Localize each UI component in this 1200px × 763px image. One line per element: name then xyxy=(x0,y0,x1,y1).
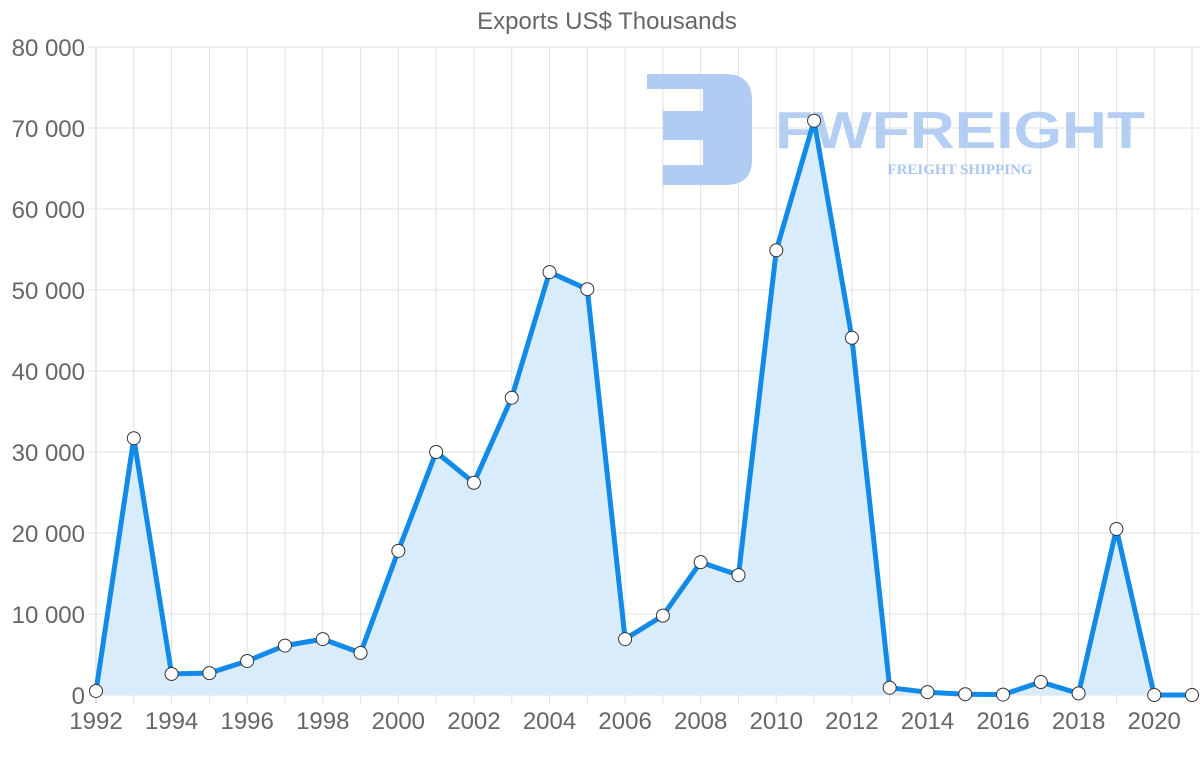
x-tick-label: 1992 xyxy=(69,708,122,735)
data-point[interactable] xyxy=(164,666,179,681)
series-exports xyxy=(89,113,1199,702)
data-point[interactable] xyxy=(618,632,633,647)
data-point[interactable] xyxy=(580,282,595,297)
area-fill xyxy=(96,120,1192,695)
data-point[interactable] xyxy=(466,475,481,490)
x-tick-label: 2008 xyxy=(674,708,727,735)
data-point[interactable] xyxy=(1109,521,1124,536)
data-point[interactable] xyxy=(542,265,557,280)
data-point[interactable] xyxy=(277,638,292,653)
data-point[interactable] xyxy=(958,687,973,702)
x-tick-label: 1998 xyxy=(296,708,349,735)
y-tick-label: 0 xyxy=(72,683,85,710)
logo-mark-icon xyxy=(647,74,752,185)
data-point[interactable] xyxy=(504,390,519,405)
y-tick-label: 50 000 xyxy=(12,278,85,305)
x-tick-label: 2014 xyxy=(901,708,954,735)
watermark-tagline: FREIGHT SHIPPING xyxy=(887,162,1032,178)
data-point[interactable] xyxy=(769,243,784,258)
x-tick-label: 2010 xyxy=(750,708,803,735)
data-line xyxy=(93,118,1192,698)
x-tick-label: 2000 xyxy=(372,708,425,735)
x-tick-label: 1996 xyxy=(220,708,273,735)
data-point[interactable] xyxy=(844,330,859,345)
x-tick-label: 2020 xyxy=(1128,708,1181,735)
data-point[interactable] xyxy=(807,113,822,128)
data-point[interactable] xyxy=(996,687,1011,702)
x-tick-label: 2016 xyxy=(976,708,1029,735)
y-tick-label: 70 000 xyxy=(12,116,85,143)
data-point[interactable] xyxy=(353,645,368,660)
data-point[interactable] xyxy=(429,445,444,459)
data-point[interactable] xyxy=(1033,675,1048,690)
x-tick-label: 1994 xyxy=(145,708,198,735)
data-point[interactable] xyxy=(882,680,897,695)
data-point[interactable] xyxy=(1185,688,1199,702)
data-point[interactable] xyxy=(920,685,935,700)
watermark-brand: FWFREIGHT xyxy=(775,102,1145,160)
y-tick-label: 80 000 xyxy=(12,35,85,62)
x-tick-label: 2002 xyxy=(447,708,500,735)
data-point[interactable] xyxy=(655,608,670,623)
x-tick-label: 2018 xyxy=(1052,708,1105,735)
x-tick-label: 2004 xyxy=(523,708,576,735)
y-tick-label: 30 000 xyxy=(12,440,85,467)
x-tick-label: 2006 xyxy=(598,708,651,735)
data-point[interactable] xyxy=(240,653,255,668)
data-point[interactable] xyxy=(89,683,103,698)
data-point[interactable] xyxy=(391,543,406,558)
data-point[interactable] xyxy=(1147,688,1162,702)
y-tick-label: 40 000 xyxy=(12,359,85,386)
y-tick-label: 60 000 xyxy=(12,197,85,224)
chart-title: Exports US$ Thousands xyxy=(477,8,737,35)
data-point[interactable] xyxy=(1071,686,1086,701)
y-tick-label: 10 000 xyxy=(12,602,85,629)
data-point[interactable] xyxy=(693,555,708,570)
x-axis: 1992 1994 1996 1998 2000 2002 2004 2006 2008 2010… xyxy=(69,708,1181,735)
y-tick-label: 20 000 xyxy=(12,521,85,548)
x-tick-label: 2012 xyxy=(825,708,878,735)
data-point[interactable] xyxy=(202,666,217,681)
watermark-logo: FWFREIGHT FREIGHT SHIPPING xyxy=(647,74,1145,185)
data-point[interactable] xyxy=(315,632,330,647)
data-point[interactable] xyxy=(126,431,141,446)
data-point[interactable] xyxy=(731,568,746,583)
y-axis: 0 10 000 20 000 30 000 40 000 50 000 60 000 70 … xyxy=(12,35,85,710)
